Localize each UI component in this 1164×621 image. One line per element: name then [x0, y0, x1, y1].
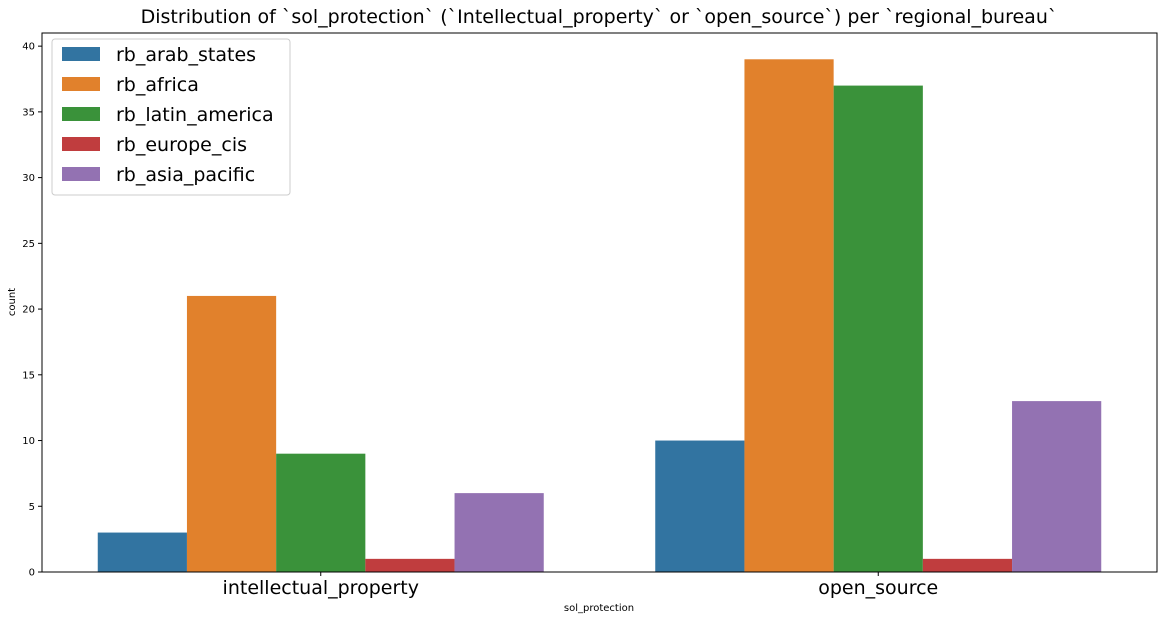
- legend-swatch-rb_asia_pacific: [62, 167, 100, 181]
- y-axis: 0 5 10 15 20 25 30 35 40: [22, 42, 42, 579]
- y-tick-label-25: 25: [22, 239, 35, 250]
- bars-group: [97, 59, 1102, 573]
- x-tick-label-intellectual_property: intellectual_property: [223, 577, 419, 599]
- y-tick-label-0: 0: [29, 568, 35, 579]
- x-tick-label-open_source: open_source: [818, 577, 938, 599]
- bar-rb_africa-open_source: [744, 59, 834, 573]
- legend-label-rb_arab_states: rb_arab_states: [116, 44, 256, 66]
- plot-frame: [41, 32, 1158, 573]
- y-tick-label-30: 30: [22, 173, 35, 184]
- legend-label-rb_latin_america: rb_latin_america: [116, 104, 274, 126]
- bar-rb_arab_states-intellectual_property: [97, 532, 187, 572]
- bar-rb_asia_pacific-open_source: [1012, 401, 1102, 572]
- y-tick-label-40: 40: [22, 42, 35, 53]
- bar-rb_asia_pacific-intellectual_property: [454, 493, 544, 572]
- x-axis-label: sol_protection: [564, 603, 634, 614]
- x-axis: intellectual_property open_source: [223, 572, 938, 599]
- y-tick-label-5: 5: [29, 502, 35, 513]
- bar-rb_arab_states-open_source: [655, 440, 745, 572]
- bar-rb_africa-intellectual_property: [186, 295, 277, 572]
- legend-label-rb_africa: rb_africa: [116, 74, 199, 96]
- bar-rb_latin_america-open_source: [833, 85, 923, 572]
- legend-swatch-rb_europe_cis: [62, 137, 100, 151]
- legend-swatch-rb_latin_america: [62, 107, 100, 121]
- y-tick-label-35: 35: [22, 107, 35, 118]
- legend-swatch-rb_arab_states: [62, 47, 100, 61]
- y-tick-label-10: 10: [22, 436, 35, 447]
- bar-rb_europe_cis-intellectual_property: [365, 558, 455, 572]
- y-axis-label: count: [7, 288, 18, 316]
- y-tick-label-15: 15: [22, 370, 35, 381]
- legend-swatch-rb_africa: [62, 77, 100, 91]
- legend-label-rb_europe_cis: rb_europe_cis: [116, 134, 247, 156]
- chart-title: Distribution of `sol_protection` (`Intel…: [141, 6, 1058, 28]
- y-tick-label-20: 20: [22, 305, 35, 316]
- legend-label-rb_asia_pacific: rb_asia_pacific: [116, 164, 255, 186]
- bar-rb_latin_america-intellectual_property: [276, 453, 366, 572]
- bar-rb_europe_cis-open_source: [922, 558, 1013, 572]
- legend-box: [51, 38, 291, 196]
- legend: rb_arab_states rb_africa rb_latin_americar…: [51, 38, 291, 196]
